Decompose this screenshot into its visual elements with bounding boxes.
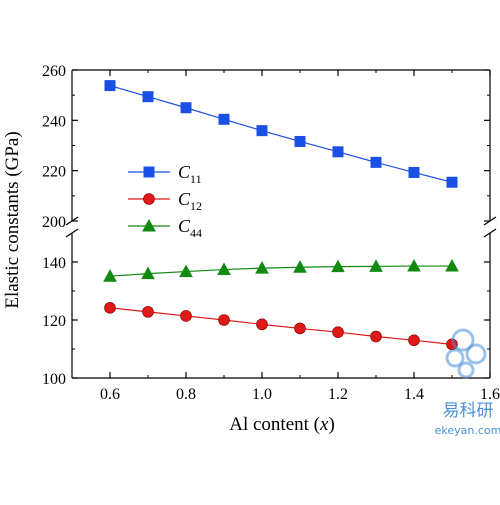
legend-item-C12: C12 xyxy=(128,189,202,213)
data-point-C11 xyxy=(446,176,458,188)
axis-break-mark xyxy=(65,228,79,238)
legend-label-subscript: 12 xyxy=(190,199,202,213)
data-point-C11 xyxy=(142,91,154,103)
x-tick-label: 1.0 xyxy=(252,386,272,403)
legend-item-C11: C11 xyxy=(128,162,202,186)
data-point-C11 xyxy=(370,156,382,168)
axes: 200 220 240 260 100 120 140 0.6 0.8 1.0 1.2 1.4 1.6 xyxy=(42,63,500,403)
data-point-C12 xyxy=(370,330,382,343)
x-axis-title-end: ) xyxy=(328,414,334,435)
legend-label-base: C xyxy=(178,162,191,182)
x-tick-label: 0.8 xyxy=(176,386,196,403)
y-tick-label: 100 xyxy=(42,371,66,388)
data-point-C12 xyxy=(180,310,192,322)
watermark-circles-icon xyxy=(445,328,487,379)
y-tick-label: 220 xyxy=(42,164,66,181)
axis-break-mark xyxy=(483,228,497,238)
x-tick-label: 1.4 xyxy=(404,386,424,403)
data-point-C11 xyxy=(256,125,268,137)
series-line-C44 xyxy=(109,265,452,277)
y-tick-label: 120 xyxy=(42,313,66,330)
data-point-C44 xyxy=(217,262,231,276)
data-point-C12 xyxy=(218,314,230,326)
data-point-C12 xyxy=(294,322,306,335)
series-C12 xyxy=(104,302,458,351)
data-point-C12 xyxy=(104,302,116,314)
watermark-site-text: ekeyan.com xyxy=(435,424,500,437)
y-tick-label: 140 xyxy=(42,255,66,272)
data-point-C12 xyxy=(142,306,154,318)
data-point-C11 xyxy=(294,135,306,147)
watermark-circle xyxy=(465,343,487,365)
y-tick-label: 200 xyxy=(42,214,66,231)
series-C44 xyxy=(103,259,459,282)
data-point-C11 xyxy=(104,80,116,92)
data-point-C12 xyxy=(256,318,268,331)
data-point-C44 xyxy=(407,259,421,272)
legend-marker xyxy=(143,166,155,178)
data-point-C44 xyxy=(179,264,193,278)
x-tick-label: 1.6 xyxy=(480,386,500,403)
data-point-C12 xyxy=(332,326,344,338)
data-point-C12 xyxy=(408,334,420,347)
y-tick-label: 240 xyxy=(42,113,66,130)
x-tick-label: 1.2 xyxy=(328,386,348,403)
series-line-C11 xyxy=(109,85,453,183)
data-point-C11 xyxy=(408,166,420,178)
watermark-chinese-text: 易科研 xyxy=(443,401,494,421)
data-point-C44 xyxy=(369,259,383,272)
legend-label-base: C xyxy=(178,189,191,209)
data-point-C11 xyxy=(180,102,192,114)
series-layer xyxy=(103,80,459,351)
data-point-C44 xyxy=(255,261,269,274)
data-point-C44 xyxy=(103,269,117,282)
data-point-C44 xyxy=(141,266,155,280)
legend-marker xyxy=(142,218,156,232)
series-line-C12 xyxy=(109,307,453,345)
data-point-C11 xyxy=(218,113,230,125)
legend-label-base: C xyxy=(178,216,191,236)
legend-label: C11 xyxy=(178,162,202,186)
data-point-C44 xyxy=(293,260,307,273)
watermark-logo: 易科研 ekeyan.com xyxy=(435,328,500,437)
y-tick-label: 260 xyxy=(42,63,66,80)
x-tick-label: 0.6 xyxy=(100,386,120,403)
watermark-circle xyxy=(457,361,475,379)
x-axis-title: Al content (x) xyxy=(229,414,335,435)
data-point-C44 xyxy=(331,259,345,273)
series-C11 xyxy=(104,80,458,188)
x-axis-title-main: Al content ( xyxy=(229,414,320,435)
watermark-circle xyxy=(451,328,475,352)
legend-label-subscript: 44 xyxy=(190,226,202,240)
y-axis-title: Elastic constants (GPa) xyxy=(2,131,23,308)
x-axis-title-variable: x xyxy=(319,414,329,435)
legend-label: C12 xyxy=(178,189,202,213)
legend-label: C44 xyxy=(178,216,202,240)
legend-label-subscript: 11 xyxy=(190,172,202,186)
data-point-C44 xyxy=(445,259,459,272)
watermark-circle xyxy=(445,348,465,368)
data-point-C11 xyxy=(332,146,344,158)
legend-item-C44: C44 xyxy=(128,216,202,240)
legend-marker xyxy=(143,193,155,205)
